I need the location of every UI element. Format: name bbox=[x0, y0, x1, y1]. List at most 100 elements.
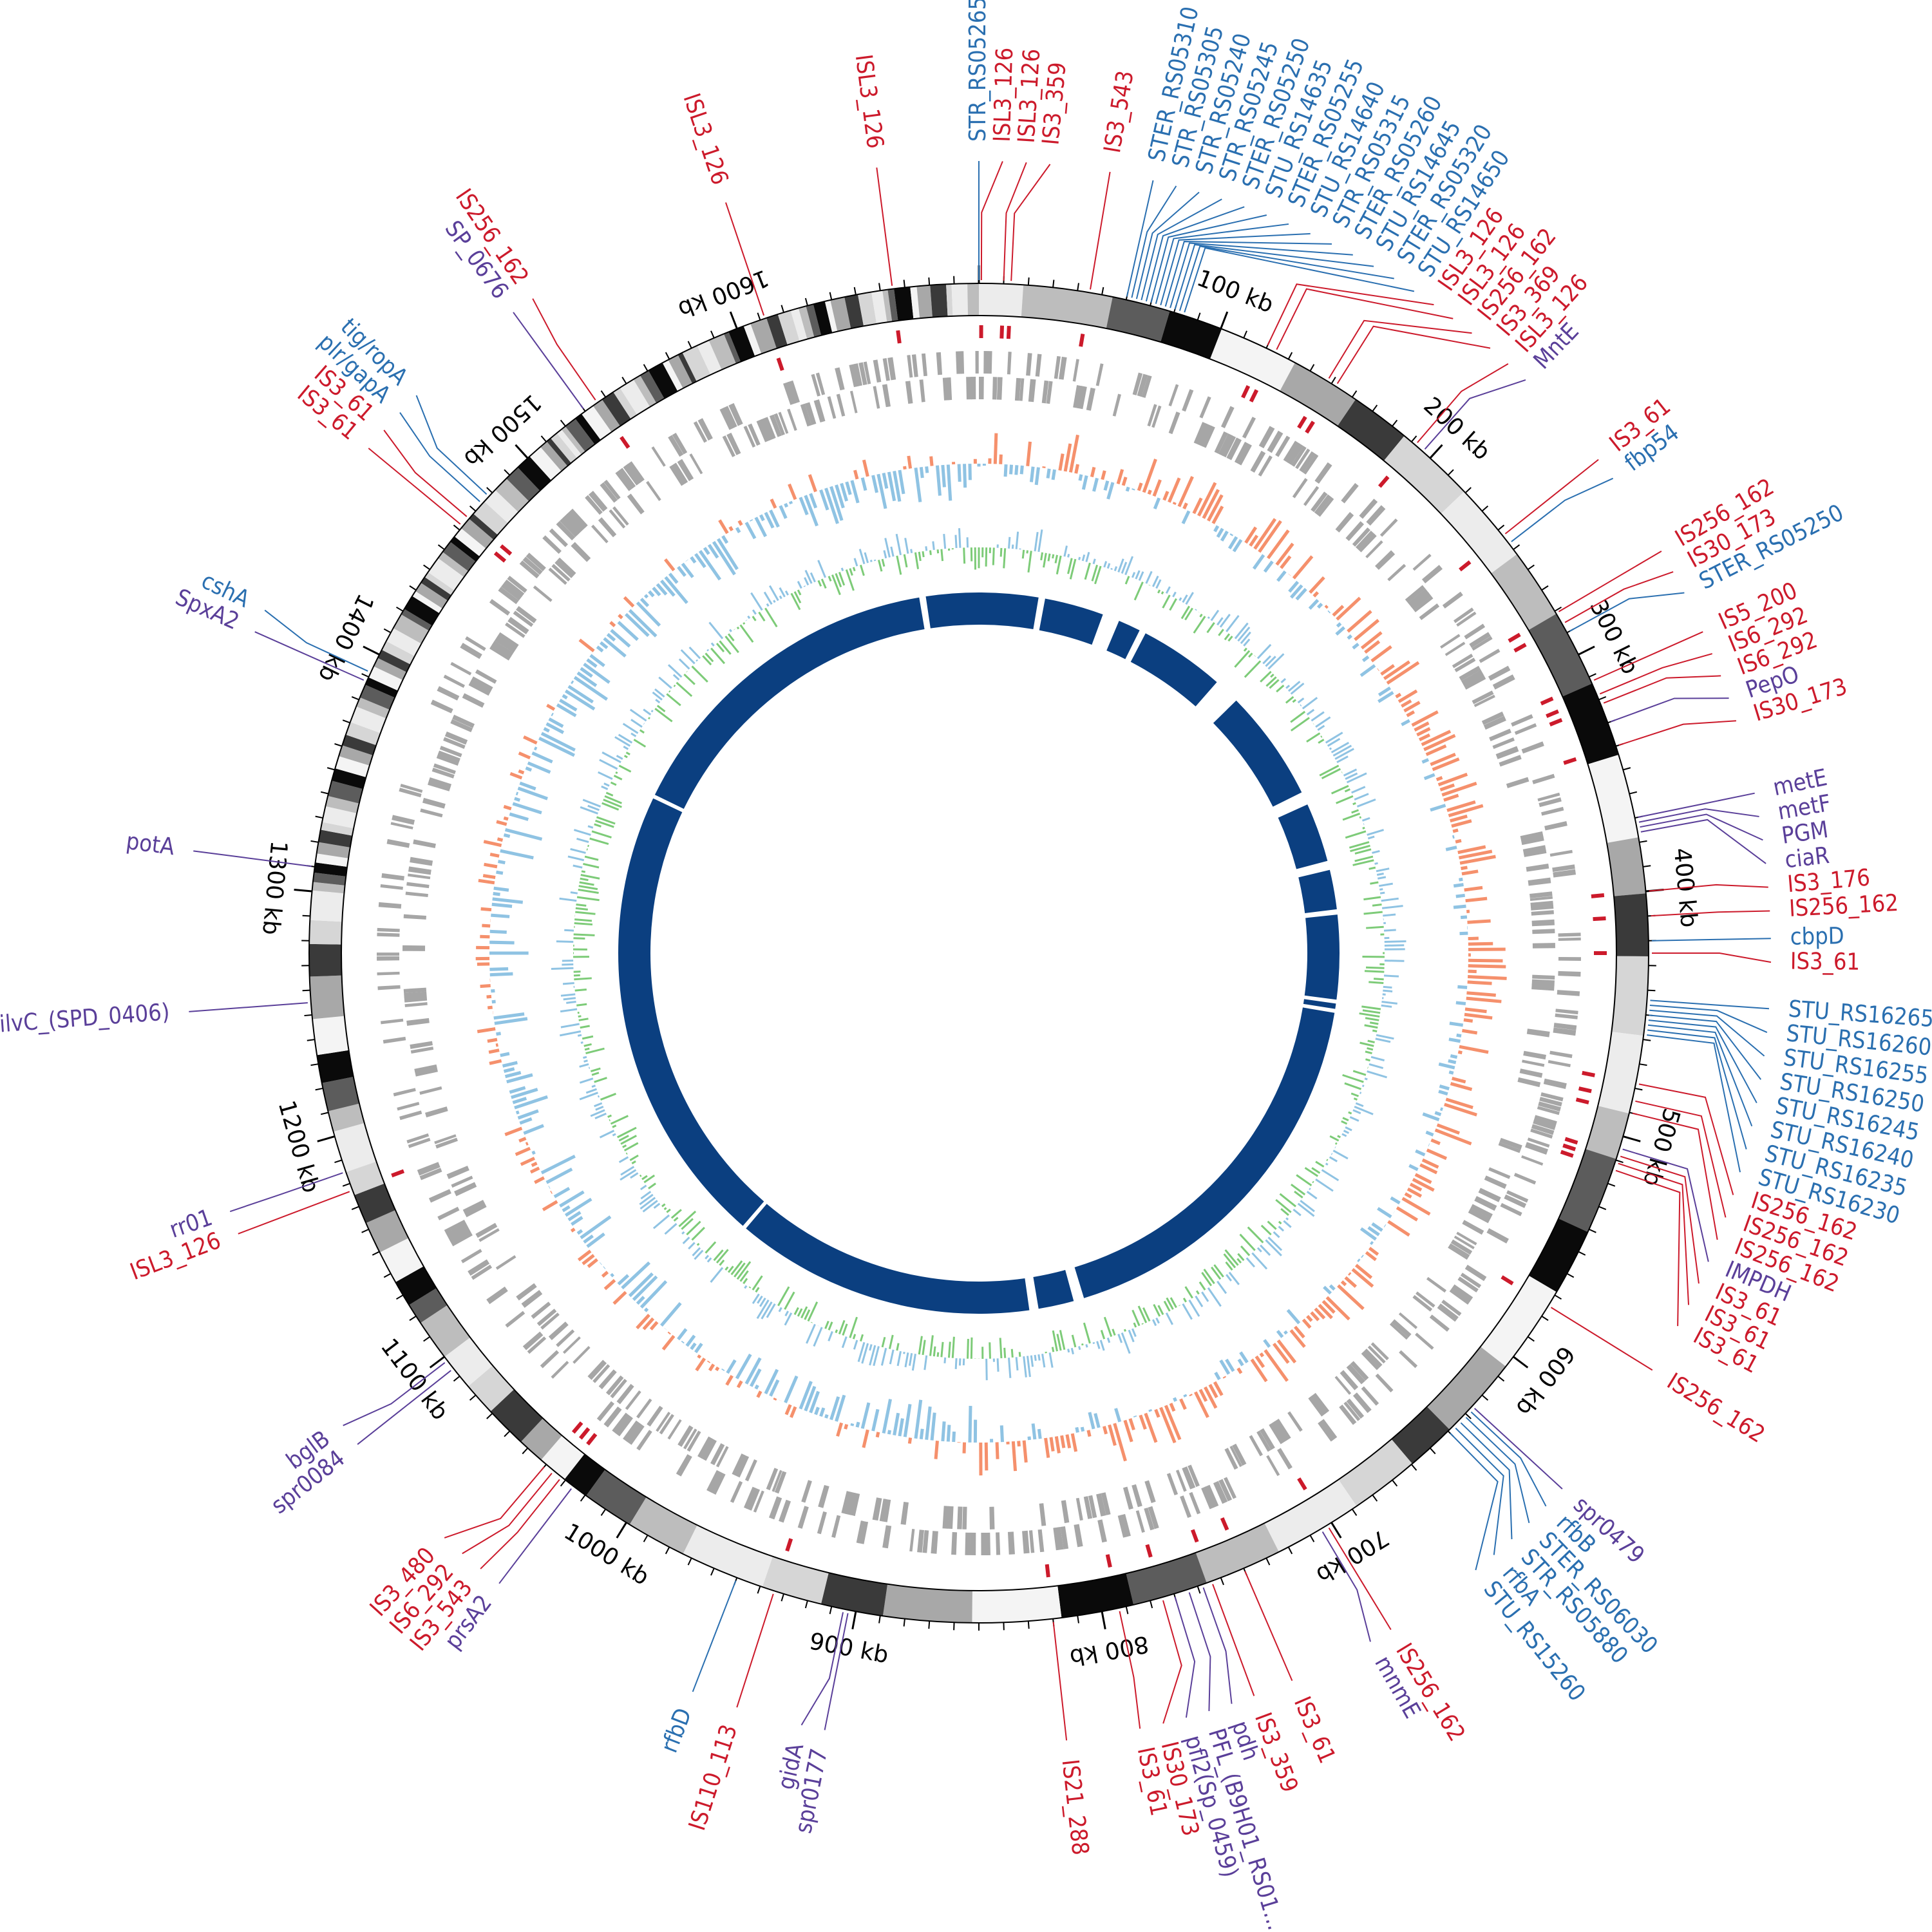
gc-skew-bar bbox=[1430, 804, 1446, 812]
gene-feature bbox=[1526, 1028, 1550, 1037]
gene-feature bbox=[377, 933, 400, 937]
gc-skew-bar bbox=[636, 1296, 645, 1305]
gene-feature bbox=[570, 508, 588, 527]
is-element-mark bbox=[1190, 1529, 1199, 1543]
gc-skew-bar bbox=[1259, 1352, 1265, 1358]
gene-feature bbox=[435, 1137, 458, 1149]
gene-feature bbox=[451, 1175, 473, 1188]
karyotype-band bbox=[820, 1573, 888, 1616]
gc-content-bar bbox=[574, 922, 593, 926]
gc-skew-bar bbox=[1401, 699, 1412, 708]
gc-content-bar bbox=[576, 904, 587, 907]
gene-feature bbox=[1352, 1392, 1372, 1414]
leader-line bbox=[692, 1580, 737, 1692]
gene-feature bbox=[697, 418, 713, 441]
gc-skew-bar bbox=[519, 781, 536, 791]
gene-feature bbox=[726, 432, 741, 455]
gc-content-bar bbox=[1353, 1097, 1358, 1101]
gc-skew-bar bbox=[850, 480, 860, 504]
gc-content-bar bbox=[1369, 1021, 1379, 1025]
gc-content-bar bbox=[1182, 1303, 1193, 1320]
karyotype-band bbox=[844, 294, 864, 329]
karyotype-band bbox=[1491, 554, 1557, 630]
gc-skew-bar bbox=[1468, 958, 1503, 963]
tick-mark bbox=[1541, 1315, 1549, 1321]
gene-feature bbox=[756, 419, 770, 442]
gc-skew-bar bbox=[497, 837, 504, 842]
tick-mark bbox=[1623, 767, 1631, 771]
gc-skew-bar bbox=[542, 1200, 558, 1211]
gc-skew-bar bbox=[567, 1211, 582, 1222]
gene-feature bbox=[636, 1398, 652, 1419]
gene-feature bbox=[489, 599, 511, 616]
gc-content-bar bbox=[1163, 1300, 1171, 1312]
gc-skew-bar bbox=[1179, 1398, 1187, 1410]
gene-feature bbox=[856, 1520, 864, 1544]
gc-skew-bar bbox=[1088, 1412, 1095, 1430]
gc-content-bar bbox=[1059, 1330, 1066, 1350]
gene-feature bbox=[377, 927, 400, 933]
gc-skew-bar bbox=[882, 1399, 893, 1434]
gc-content-bar bbox=[859, 1334, 864, 1342]
gc-content-bar bbox=[615, 771, 618, 774]
gc-content-bar bbox=[1372, 1029, 1378, 1032]
gene-feature bbox=[460, 1249, 482, 1264]
gene-feature bbox=[1340, 1370, 1359, 1390]
gc-content-bar bbox=[923, 1355, 928, 1370]
gc-content-bar bbox=[1275, 1198, 1292, 1213]
is-element-mark bbox=[1513, 643, 1527, 653]
tick-mark bbox=[1615, 1159, 1624, 1164]
gc-content-bar bbox=[1243, 638, 1251, 647]
gc-skew-bar bbox=[707, 1360, 711, 1363]
gc-content-bar bbox=[691, 1227, 705, 1241]
leader-line bbox=[725, 202, 765, 316]
leader-line bbox=[480, 1479, 560, 1569]
gc-content-bar bbox=[1376, 867, 1390, 873]
gc-content-bar bbox=[766, 603, 770, 607]
gc-content-bar bbox=[710, 1267, 724, 1283]
leader-line bbox=[1649, 1014, 1762, 1080]
gc-content-bar bbox=[587, 825, 594, 829]
gc-content-bar bbox=[1165, 1312, 1173, 1325]
gc-skew-bar bbox=[941, 464, 946, 488]
gc-content-bar bbox=[970, 1337, 973, 1359]
tick-mark bbox=[1607, 1182, 1616, 1187]
gc-content-bar bbox=[613, 775, 623, 781]
tick-mark bbox=[851, 1611, 857, 1630]
karyotype-band bbox=[529, 446, 562, 480]
gc-content-bar bbox=[727, 633, 735, 641]
annotation-label: rfbD bbox=[656, 1705, 697, 1756]
gc-content-bar bbox=[1185, 592, 1194, 605]
gc-content-bar bbox=[1133, 582, 1144, 601]
karyotype-band bbox=[424, 572, 455, 596]
gene-feature bbox=[1557, 990, 1580, 996]
tick-mark bbox=[687, 341, 692, 349]
gc-skew-bar bbox=[1258, 520, 1282, 553]
tick-mark bbox=[643, 364, 649, 372]
gc-content-bar bbox=[1128, 1329, 1135, 1343]
gc-content-bar bbox=[579, 881, 594, 886]
karyotype-band bbox=[1021, 285, 1113, 328]
gene-feature bbox=[1531, 910, 1554, 916]
gene-feature bbox=[1343, 1401, 1361, 1421]
gc-skew-bar bbox=[1312, 591, 1320, 598]
gene-feature bbox=[600, 482, 618, 503]
gc-content-bar bbox=[705, 1255, 710, 1260]
gc-content-bar bbox=[857, 1341, 866, 1363]
gc-skew-bar bbox=[1208, 1383, 1218, 1399]
gene-feature bbox=[1242, 417, 1256, 439]
gc-content-bar bbox=[835, 573, 842, 588]
gc-content-bar bbox=[596, 816, 616, 825]
gene-feature bbox=[428, 1189, 451, 1203]
gc-skew-bar bbox=[491, 913, 510, 918]
tick-mark bbox=[334, 1159, 343, 1164]
gc-skew-bar bbox=[517, 1109, 539, 1120]
gene-feature bbox=[521, 1290, 543, 1308]
karyotype-band bbox=[450, 536, 480, 562]
gc-content-bar bbox=[1201, 1291, 1209, 1302]
gene-feature bbox=[1019, 378, 1025, 401]
karyotype-band bbox=[951, 283, 968, 316]
tick-mark bbox=[1554, 606, 1562, 612]
gene-feature bbox=[1180, 1495, 1192, 1518]
gene-feature bbox=[1532, 773, 1555, 784]
